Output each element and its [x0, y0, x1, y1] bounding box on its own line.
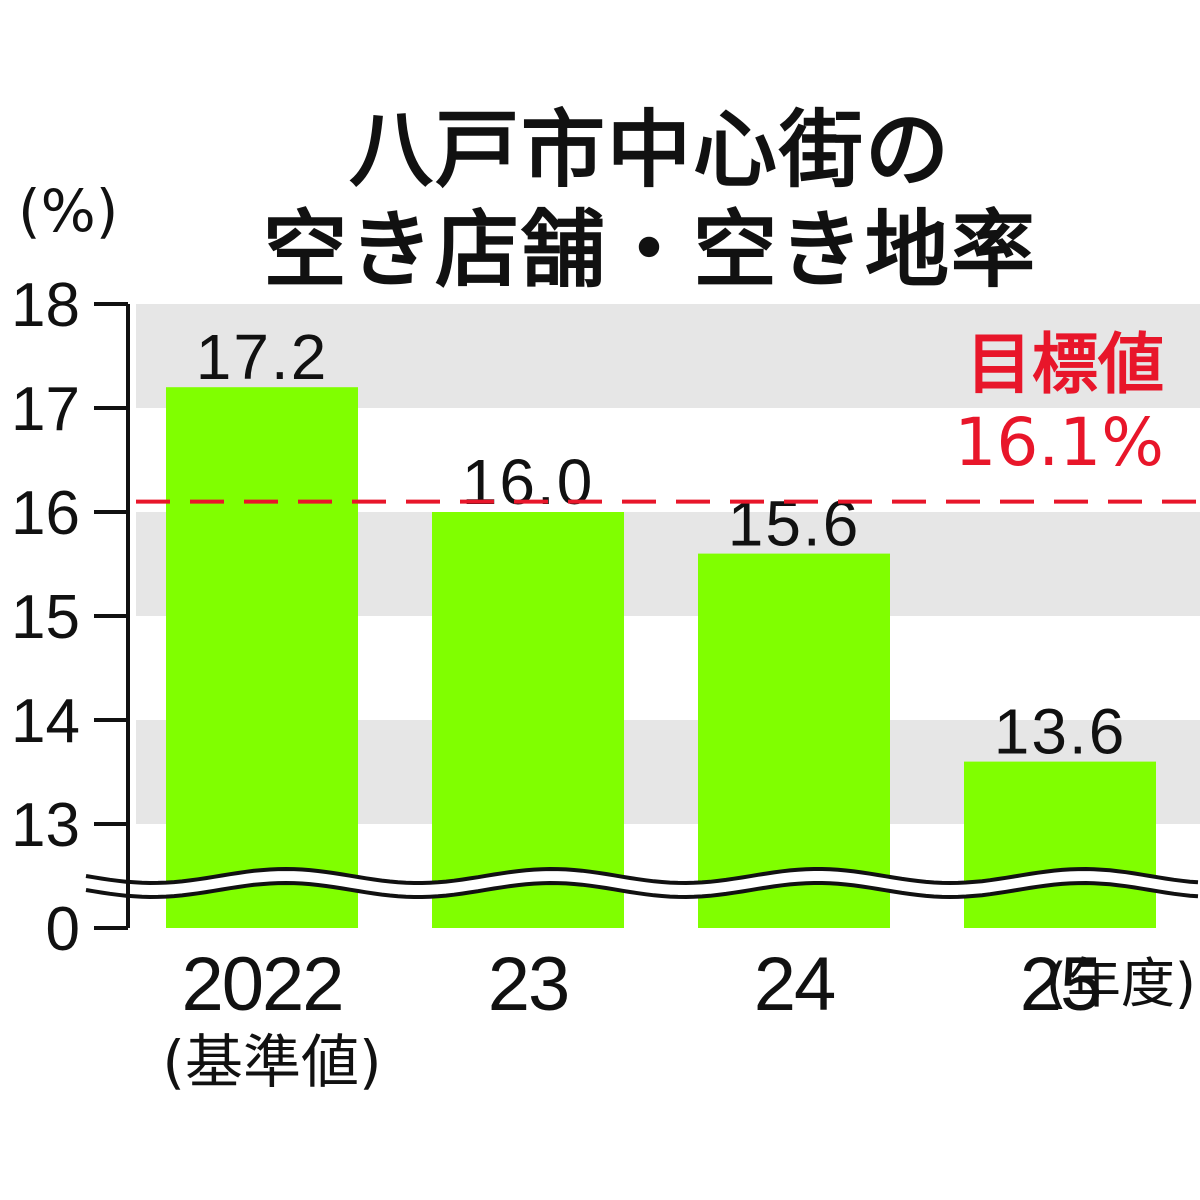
axis-break-line [85, 880, 1199, 900]
bar [698, 553, 890, 928]
y-tick-label: 15 [11, 583, 80, 652]
target-label: 目標値 [966, 326, 1164, 403]
data-label: 13.6 [994, 696, 1127, 768]
data-label: 16.0 [462, 446, 595, 518]
x-tick-label: 2022 [181, 942, 342, 1027]
y-tick-label: 16 [11, 479, 80, 548]
bar [166, 387, 358, 928]
x-tick-label: 24 [754, 942, 835, 1027]
y-tick-label: 14 [11, 687, 80, 756]
target-annotation: 目標値 16.1% [954, 332, 1164, 476]
x-unit-label: (年度) [1046, 952, 1196, 1015]
y-tick-label: 18 [11, 271, 80, 340]
x-tick-label: 23 [488, 942, 569, 1027]
bar [964, 761, 1156, 928]
data-label: 15.6 [728, 488, 861, 560]
chart-title-line2: 空き店舗・空き地率 [262, 201, 1037, 299]
chart-title-line1: 八戸市中心街の [348, 101, 951, 199]
data-label: 17.2 [196, 321, 329, 393]
axis-break-line [85, 866, 1199, 886]
bar [432, 512, 624, 928]
y-unit-label: (%) [18, 177, 119, 245]
y-tick-label: 17 [11, 375, 80, 444]
axis-break-fill [86, 869, 1200, 897]
target-value-label: 16.1% [954, 404, 1164, 481]
y-tick-label: 0 [46, 895, 80, 964]
x-tick-label: 25 [1020, 942, 1101, 1027]
x-tick-sublabel: (基準値) [162, 1028, 381, 1096]
y-tick-label: 13 [11, 791, 80, 860]
